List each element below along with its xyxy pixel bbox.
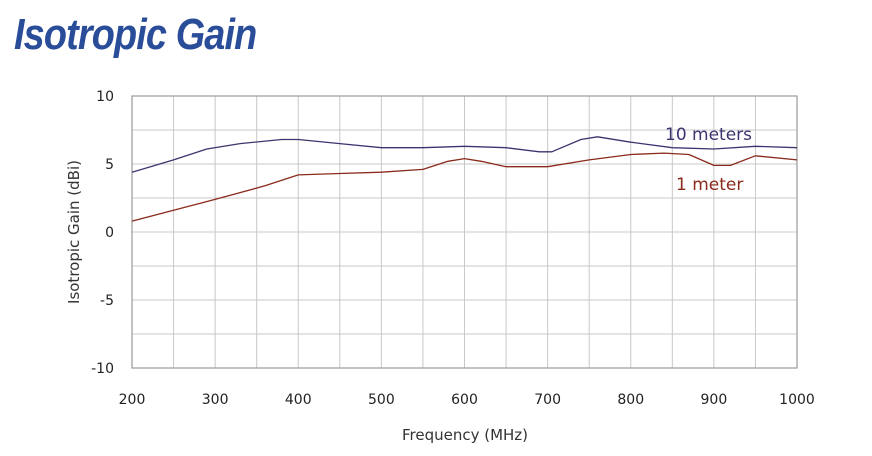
y-tick-label: 10 (96, 89, 114, 105)
series-line-10-meters (131, 136, 798, 173)
y-tick-label: 5 (105, 157, 114, 173)
y-tick-label: -10 (91, 361, 114, 377)
y-tick-label: 0 (105, 225, 114, 241)
x-tick-label: 400 (285, 392, 312, 408)
x-tick-label: 1000 (779, 392, 815, 408)
grid (131, 95, 798, 369)
series-line-1-meter (131, 152, 798, 222)
series-label-1-meter: 1 meter (676, 175, 743, 195)
plot-frame (131, 95, 798, 369)
x-tick-label: 900 (701, 392, 728, 408)
x-tick-label: 200 (119, 392, 146, 408)
x-tick-label: 600 (451, 392, 478, 408)
x-tick-label: 500 (368, 392, 395, 408)
series-lines (131, 136, 798, 222)
page-title: Isotropic Gain (14, 10, 257, 59)
series-label-10-meters: 10 meters (665, 125, 752, 145)
x-tick-label: 300 (202, 392, 229, 408)
x-tick-label: 800 (617, 392, 644, 408)
y-axis-title: Isotropic Gain (dBi) (65, 160, 83, 304)
x-tick-label: 700 (534, 392, 561, 408)
y-tick-label: -5 (100, 293, 114, 309)
tick-labels: 200 300 400 500 600 700 800 900 1000 -10 -5 0 5 10 (91, 89, 815, 408)
x-axis-title: Frequency (MHz) (402, 426, 528, 444)
